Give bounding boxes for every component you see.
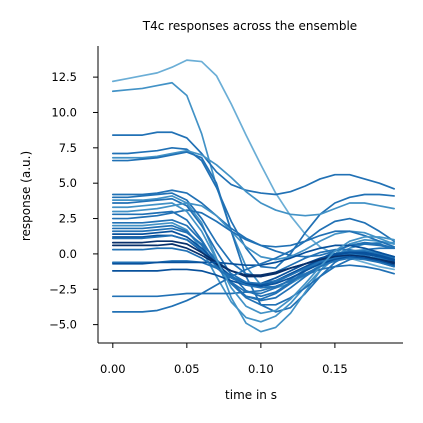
x-tick-label: 0.05 (174, 362, 200, 376)
series-line-8 (111, 192, 395, 278)
y-tick-label: 7.5 (59, 141, 77, 155)
y-tick-label: 2.5 (59, 212, 77, 226)
series-line-25 (111, 255, 395, 288)
y-tick-label: 0.0 (59, 247, 77, 261)
series-line-29 (111, 247, 395, 289)
series-line-22 (111, 243, 395, 276)
series-line-3 (111, 131, 395, 196)
series-line-24 (111, 244, 395, 267)
series-line-4 (111, 146, 395, 269)
axes-layer (97, 46, 403, 344)
y-axis-title: response (a.u.) (19, 151, 33, 241)
y-tick-label: −5.0 (49, 318, 77, 332)
series-line-13 (111, 209, 395, 248)
x-tick-label: 0.15 (322, 362, 348, 376)
series-line-26 (111, 264, 395, 298)
series-line-16 (111, 224, 395, 295)
y-ticks: −5.0 −2.5 0.0 2.5 5.0 7.5 10.0 12.5 (49, 70, 98, 332)
chart-title: T4c responses across the ensemble (142, 19, 357, 33)
series-line-20 (111, 234, 395, 306)
x-ticks: 0.00 0.05 0.10 0.15 (100, 343, 348, 376)
x-axis-title: time in s (225, 388, 277, 402)
series-line-1 (111, 59, 395, 271)
y-tick-label: 10.0 (51, 105, 77, 119)
y-tick-label: −2.5 (49, 282, 77, 296)
series-line-27 (111, 217, 395, 313)
series-line-28 (111, 202, 395, 315)
series-layer (111, 59, 395, 333)
y-tick-label: 12.5 (51, 70, 77, 84)
y-tick-label: 5.0 (59, 176, 77, 190)
x-tick-label: 0.10 (248, 362, 274, 376)
x-tick-label: 0.00 (100, 362, 126, 376)
series-line-5 (111, 149, 395, 217)
